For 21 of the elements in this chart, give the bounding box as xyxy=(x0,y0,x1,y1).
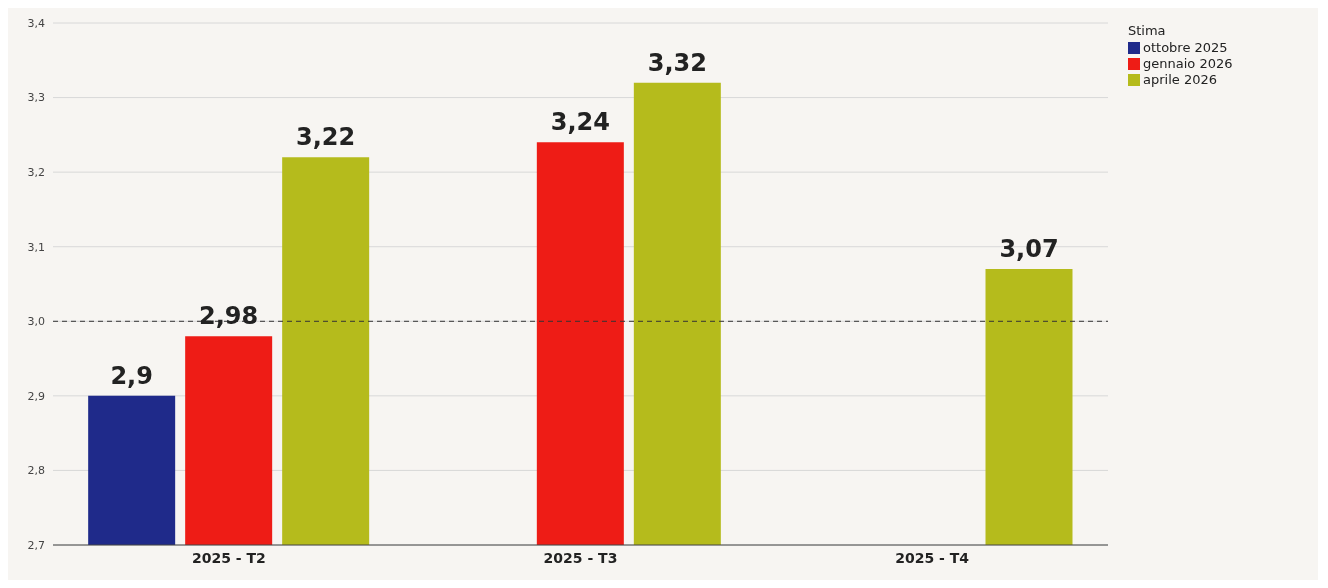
legend-label: aprile 2026 xyxy=(1143,72,1218,87)
y-tick-label: 3,0 xyxy=(27,315,45,329)
y-tick-label: 2,9 xyxy=(27,389,45,403)
legend-label: ottobre 2025 xyxy=(1143,40,1228,55)
data-label: 3,22 xyxy=(296,123,356,152)
x-tick-label: 2025 - T3 xyxy=(543,549,618,566)
x-tick-label: 2025 - T2 xyxy=(191,549,266,566)
y-tick-label: 2,8 xyxy=(27,464,45,478)
x-tick-label: 2025 - T4 xyxy=(895,549,970,566)
y-tick-label: 2,7 xyxy=(27,538,45,552)
data-label: 3,07 xyxy=(999,235,1059,264)
y-tick-label: 3,3 xyxy=(27,91,45,105)
data-label: 2,9 xyxy=(110,361,153,390)
data-label: 3,24 xyxy=(550,108,610,137)
data-label: 2,98 xyxy=(199,302,259,331)
legend-title: Stima xyxy=(1128,23,1167,38)
data-label: 3,32 xyxy=(647,48,707,77)
y-tick-label: 3,1 xyxy=(27,240,45,254)
y-tick-label: 3,2 xyxy=(27,166,45,180)
legend-label: gennaio 2026 xyxy=(1143,56,1233,71)
y-tick-label: 3,4 xyxy=(27,16,45,30)
